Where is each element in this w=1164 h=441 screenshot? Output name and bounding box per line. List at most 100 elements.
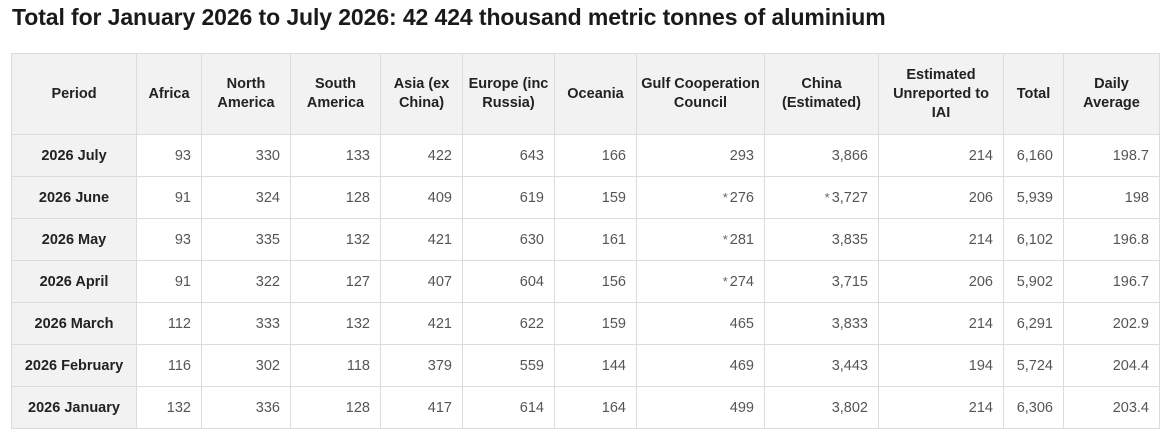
table-cell: 93	[136, 134, 202, 177]
column-header-china: China (Estimated)	[764, 53, 879, 135]
cell-value: 421	[427, 315, 452, 332]
cell-value: 118	[346, 357, 370, 374]
cell-value: 156	[601, 273, 626, 290]
table-cell: 324	[201, 176, 291, 219]
table-cell: * 3,727	[764, 176, 879, 219]
table-cell: 5,902	[1003, 260, 1064, 303]
table-cell: 336	[201, 386, 291, 429]
table-cell: 214	[878, 218, 1004, 261]
table-row: 2026 July 93 330 133 422 643 166 293 3,866 214 6,1…	[11, 134, 1160, 177]
table-cell: 421	[380, 302, 463, 345]
cell-value: 643	[519, 147, 544, 164]
table-cell: 214	[878, 386, 1004, 429]
cell-value: 417	[427, 399, 452, 416]
footnote-marker: *	[722, 231, 728, 247]
table-cell: 322	[201, 260, 291, 303]
production-table: Period Africa North America South Americ…	[11, 53, 1160, 429]
cell-value: 166	[601, 147, 626, 164]
table-cell: 196.8	[1063, 218, 1160, 261]
table-cell: 112	[136, 302, 202, 345]
column-header-asia-ex-china: Asia (ex China)	[380, 53, 463, 135]
cell-value: 203.4	[1112, 399, 1149, 416]
table-cell: 330	[201, 134, 291, 177]
cell-value: 93	[174, 147, 191, 164]
cell-value: 293	[729, 147, 754, 164]
cell-value: 202.9	[1112, 315, 1149, 332]
cell-value: 614	[519, 399, 544, 416]
cell-value: 281	[729, 231, 754, 248]
table-cell: 622	[462, 302, 555, 345]
table-cell: 333	[201, 302, 291, 345]
table-row: 2026 March 112 333 132 421 622 159 465 3,833 214 6…	[11, 302, 1160, 345]
cell-value: 133	[345, 147, 370, 164]
table-cell: 302	[201, 344, 291, 387]
table-cell: 214	[878, 302, 1004, 345]
cell-value: 3,866	[831, 147, 868, 164]
row-period-label: 2026 May	[11, 218, 137, 261]
table-cell: 6,160	[1003, 134, 1064, 177]
cell-value: 214	[968, 147, 993, 164]
cell-value: 206	[968, 189, 993, 206]
cell-value: 630	[519, 231, 544, 248]
cell-value: 3,833	[831, 315, 868, 332]
cell-value: 198.7	[1112, 147, 1149, 164]
table-cell: 144	[554, 344, 637, 387]
table-cell: 3,866	[764, 134, 879, 177]
cell-value: 5,939	[1016, 189, 1053, 206]
cell-value: 214	[968, 315, 993, 332]
cell-value: 128	[345, 189, 370, 206]
table-cell: 614	[462, 386, 555, 429]
cell-value: 5,724	[1016, 357, 1053, 374]
cell-value: 91	[174, 273, 191, 290]
table-cell: 132	[136, 386, 202, 429]
cell-value: 112	[167, 315, 191, 332]
cell-value: 198	[1124, 189, 1149, 206]
table-cell: 630	[462, 218, 555, 261]
cell-value: 335	[255, 231, 280, 248]
table-cell: 159	[554, 176, 637, 219]
footnote-marker: *	[722, 273, 728, 289]
table-cell: 469	[636, 344, 765, 387]
table-cell: 559	[462, 344, 555, 387]
table-cell: 643	[462, 134, 555, 177]
table-cell: 166	[554, 134, 637, 177]
table-cell: 91	[136, 176, 202, 219]
table-cell: 127	[290, 260, 381, 303]
table-cell: 128	[290, 176, 381, 219]
cell-value: 204.4	[1112, 357, 1149, 374]
table-cell: 619	[462, 176, 555, 219]
row-period-label: 2026 January	[11, 386, 137, 429]
row-period-label: 2026 February	[11, 344, 137, 387]
cell-value: 132	[345, 231, 370, 248]
cell-value: 159	[601, 189, 626, 206]
cell-value: 91	[174, 189, 191, 206]
table-cell: 198	[1063, 176, 1160, 219]
table-cell: 499	[636, 386, 765, 429]
cell-value: 422	[427, 147, 452, 164]
cell-value: 3,835	[831, 231, 868, 248]
table-cell: 6,291	[1003, 302, 1064, 345]
table-row: 2026 February 116 302 118 379 559 144 469 3,443 1…	[11, 344, 1160, 387]
cell-value: 214	[968, 231, 993, 248]
column-header-period: Period	[11, 53, 137, 135]
table-cell: 335	[201, 218, 291, 261]
table-cell: 128	[290, 386, 381, 429]
footnote-marker: *	[722, 189, 728, 205]
table-cell: 204.4	[1063, 344, 1160, 387]
page-title: Total for January 2026 to July 2026: 42 …	[12, 4, 886, 30]
table-cell: 6,306	[1003, 386, 1064, 429]
cell-value: 322	[255, 273, 280, 290]
table-cell: 156	[554, 260, 637, 303]
table-cell: 206	[878, 176, 1004, 219]
table-cell: 3,833	[764, 302, 879, 345]
table-header-row: Period Africa North America South Americ…	[11, 53, 1160, 135]
cell-value: 132	[166, 399, 191, 416]
cell-value: 336	[255, 399, 280, 416]
table-cell: * 276	[636, 176, 765, 219]
column-header-africa: Africa	[136, 53, 202, 135]
row-period-label: 2026 July	[11, 134, 137, 177]
cell-value: 164	[601, 399, 626, 416]
table-row: 2026 June 91 324 128 409 619 159 * 276 * 3,727 206 5…	[11, 176, 1160, 219]
cell-value: 465	[729, 315, 754, 332]
column-header-north-america: North America	[201, 53, 291, 135]
